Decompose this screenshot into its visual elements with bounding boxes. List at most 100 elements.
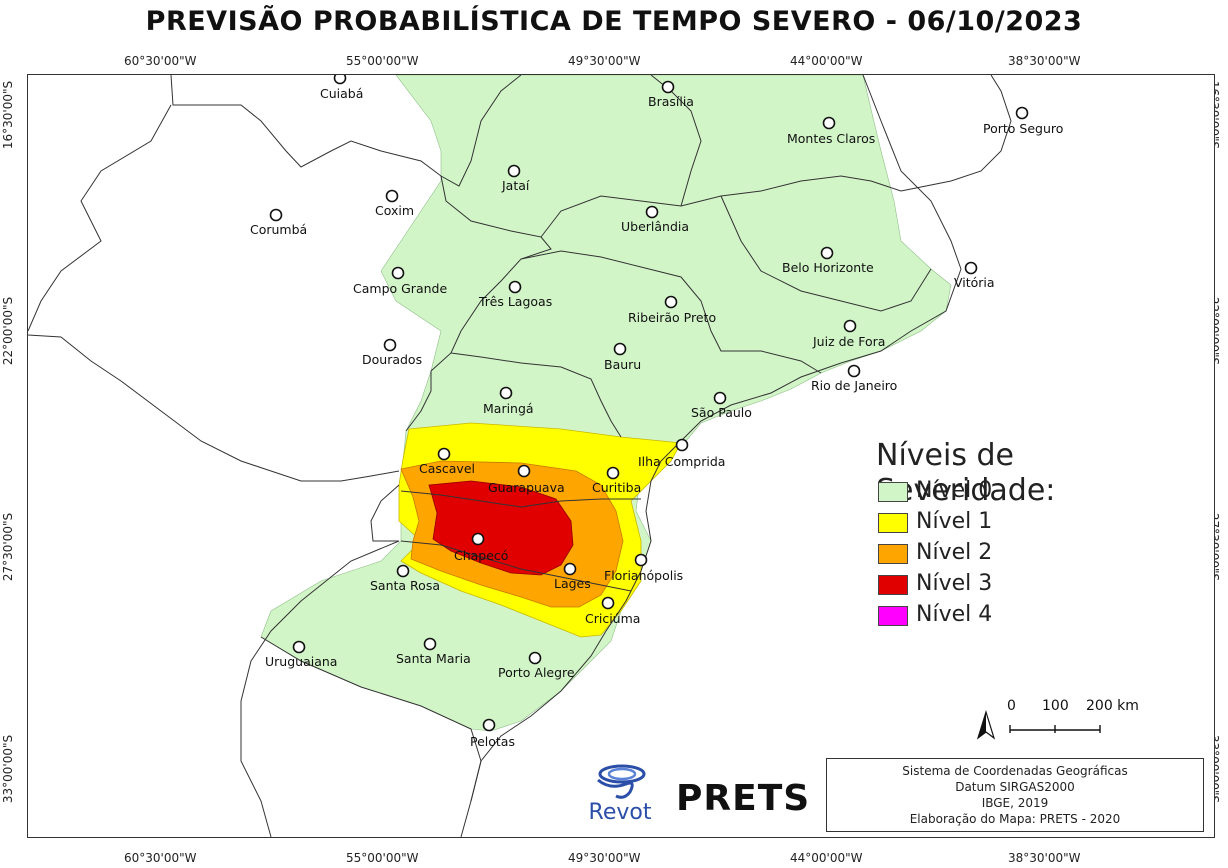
legend-swatch [878, 513, 908, 533]
city-marker [499, 386, 513, 400]
map-credits: Sistema de Coordenadas Geográficas Datum… [826, 758, 1204, 832]
legend-swatch [878, 606, 908, 626]
state-border [400, 540, 632, 592]
severity-map [28, 75, 1029, 837]
city-label: Maringá [483, 401, 534, 416]
city-label: Porto Alegre [498, 665, 575, 680]
city-label: Rio de Janeiro [811, 378, 898, 393]
legend-label: Nível 4 [916, 602, 993, 627]
city-label: Vitória [954, 275, 995, 290]
city-label: Curitiba [592, 480, 642, 495]
prets-logo: PRETS [676, 778, 811, 819]
city-marker [292, 640, 306, 654]
city-marker [333, 75, 347, 85]
revot-logo-text: Revot [588, 800, 652, 825]
city-marker [423, 637, 437, 651]
state-border [520, 250, 822, 374]
city-label: Jataí [502, 178, 530, 193]
credits-line: Elaboração do Mapa: PRETS - 2020 [909, 812, 1121, 826]
city-label: Uruguaiana [265, 654, 338, 669]
country-border [28, 104, 172, 332]
city-marker [528, 651, 542, 665]
scale-ruler [1009, 725, 1101, 733]
city-marker [437, 447, 451, 461]
city-marker [396, 564, 410, 578]
city-label: Cuiabá [320, 86, 364, 101]
latitude-label: 33°00'00"S [1, 734, 16, 804]
scale-bar: 0 100 200 km [978, 698, 1139, 738]
latitude-label: 27°30'00"S [1, 512, 16, 582]
state-border [440, 175, 902, 238]
longitude-label: 60°30'00"W [124, 54, 197, 68]
credits-line: IBGE, 2019 [981, 796, 1049, 810]
city-label: Bauru [604, 357, 642, 372]
severity-area-level-0 [260, 75, 952, 732]
city-marker [517, 464, 531, 478]
city-marker [822, 116, 836, 130]
state-border [430, 236, 552, 372]
state-border [405, 371, 432, 432]
city-label: Brasília [648, 94, 694, 109]
legend-label: Nível 2 [916, 540, 993, 565]
revot-swirl-icon [597, 764, 646, 799]
city-label: Lages [554, 576, 591, 591]
scale-label: 0 [1007, 698, 1016, 714]
city-marker [820, 246, 834, 260]
state-border [720, 195, 932, 312]
longitude-label: 38°30'00"W [1008, 851, 1081, 865]
city-label: São Paulo [691, 405, 752, 420]
state-border [170, 75, 522, 187]
legend-swatch [878, 544, 908, 564]
city-label: Corumbá [250, 222, 308, 237]
city-marker [482, 718, 496, 732]
city-marker [634, 553, 648, 567]
city-label: Montes Claros [787, 131, 876, 146]
severity-legend: Níveis de Severidade: Nível 0 Nível 1 Ní… [862, 432, 1194, 630]
scale-label: 100 [1042, 698, 1069, 714]
map-title: PREVISÃO PROBABILÍSTICA DE TEMPO SEVERO … [145, 6, 1083, 37]
credits-line: Sistema de Coordenadas Geográficas [902, 764, 1128, 778]
city-marker [613, 342, 627, 356]
country-border [240, 540, 400, 837]
legend-label: Nível 0 [916, 478, 993, 503]
longitude-label: 49°30'00"W [568, 851, 641, 865]
city-label: Chapecó [454, 548, 509, 563]
longitude-label: 38°30'00"W [1008, 54, 1081, 68]
city-marker [507, 164, 521, 178]
city-marker [847, 364, 861, 378]
legend-label: Nível 1 [916, 509, 993, 534]
city-label: Três Lagoas [479, 294, 553, 309]
state-border [450, 352, 622, 438]
city-marker [269, 208, 283, 222]
city-label: Porto Seguro [983, 121, 1064, 136]
city-label: Santa Maria [396, 651, 471, 666]
city-marker [675, 438, 689, 452]
city-marker [1015, 106, 1029, 120]
city-label: Coxim [375, 203, 415, 218]
coastline [470, 75, 962, 802]
country-border [370, 484, 400, 542]
city-label: Uberlândia [621, 219, 690, 234]
city-label: Cascavel [419, 461, 475, 476]
city-label: Ribeirão Preto [628, 310, 717, 325]
country-border [28, 334, 400, 482]
legend-swatch [878, 482, 908, 502]
city-marker [606, 466, 620, 480]
city-label: Ilha Comprida [638, 454, 726, 469]
city-label: Santa Rosa [370, 578, 440, 593]
city-marker [391, 266, 405, 280]
longitude-label: 49°30'00"W [568, 54, 641, 68]
city-marker [664, 295, 678, 309]
city-label: Florianópolis [604, 568, 684, 583]
legend-label: Nível 3 [916, 571, 993, 596]
city-label: Guarapuava [488, 480, 565, 495]
city-label: Belo Horizonte [782, 260, 874, 275]
scale-label: 200 km [1086, 698, 1139, 714]
city-marker [385, 189, 399, 203]
longitude-label: 44°00'00"W [790, 851, 863, 865]
city-marker [645, 205, 659, 219]
city-label: Juiz de Fora [813, 334, 886, 349]
longitude-label: 60°30'00"W [124, 851, 197, 865]
city-marker [964, 261, 978, 275]
city-marker [661, 80, 675, 94]
